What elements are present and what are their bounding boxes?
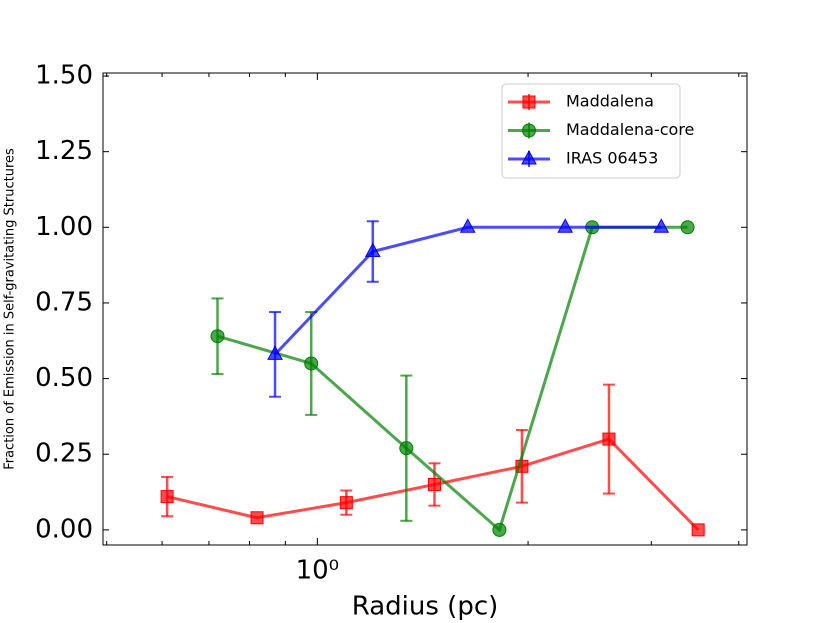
data-point: [602, 432, 616, 446]
legend-box: [501, 83, 681, 179]
x-axis-label: Radius (pc): [352, 592, 499, 622]
legend-marker: [521, 149, 537, 165]
y-tick-label: 0.50: [35, 363, 93, 393]
y-tick-label: 0.00: [35, 514, 93, 544]
data-point: [364, 242, 381, 258]
data-point: [492, 522, 507, 537]
data-point: [427, 477, 441, 491]
legend-label: Maddalena: [566, 92, 654, 111]
legend-label: IRAS 06453: [566, 149, 658, 168]
data-point: [680, 220, 695, 235]
data-point: [459, 218, 476, 233]
series: [210, 220, 695, 537]
data-point: [267, 345, 283, 360]
data-point: [557, 218, 574, 233]
series-line: [217, 225, 688, 533]
data-point: [339, 496, 353, 510]
data-point: [653, 218, 670, 233]
series: [267, 218, 670, 398]
x-tick-label: 10⁰: [296, 556, 340, 586]
legend-marker: [522, 123, 536, 138]
data-point: [250, 511, 264, 525]
legend-label: Maddalena-core: [566, 120, 694, 139]
data-point: [160, 490, 174, 504]
series: [160, 383, 705, 537]
y-tick-label: 0.25: [35, 439, 93, 469]
data-point: [210, 329, 225, 344]
y-tick-label: 0.75: [35, 287, 93, 317]
data-point: [399, 441, 414, 456]
data-point: [304, 356, 319, 371]
legend-marker: [522, 95, 536, 109]
data-point: [691, 523, 705, 537]
plot-frame: [102, 72, 748, 546]
y-tick-label: 1.50: [35, 61, 93, 91]
series-line: [273, 225, 662, 356]
y-tick-label: 1.25: [35, 136, 93, 166]
y-tick-label: 1.00: [35, 212, 93, 242]
y-axis-label: Fraction of Emission in Self-gravitating…: [3, 148, 18, 470]
